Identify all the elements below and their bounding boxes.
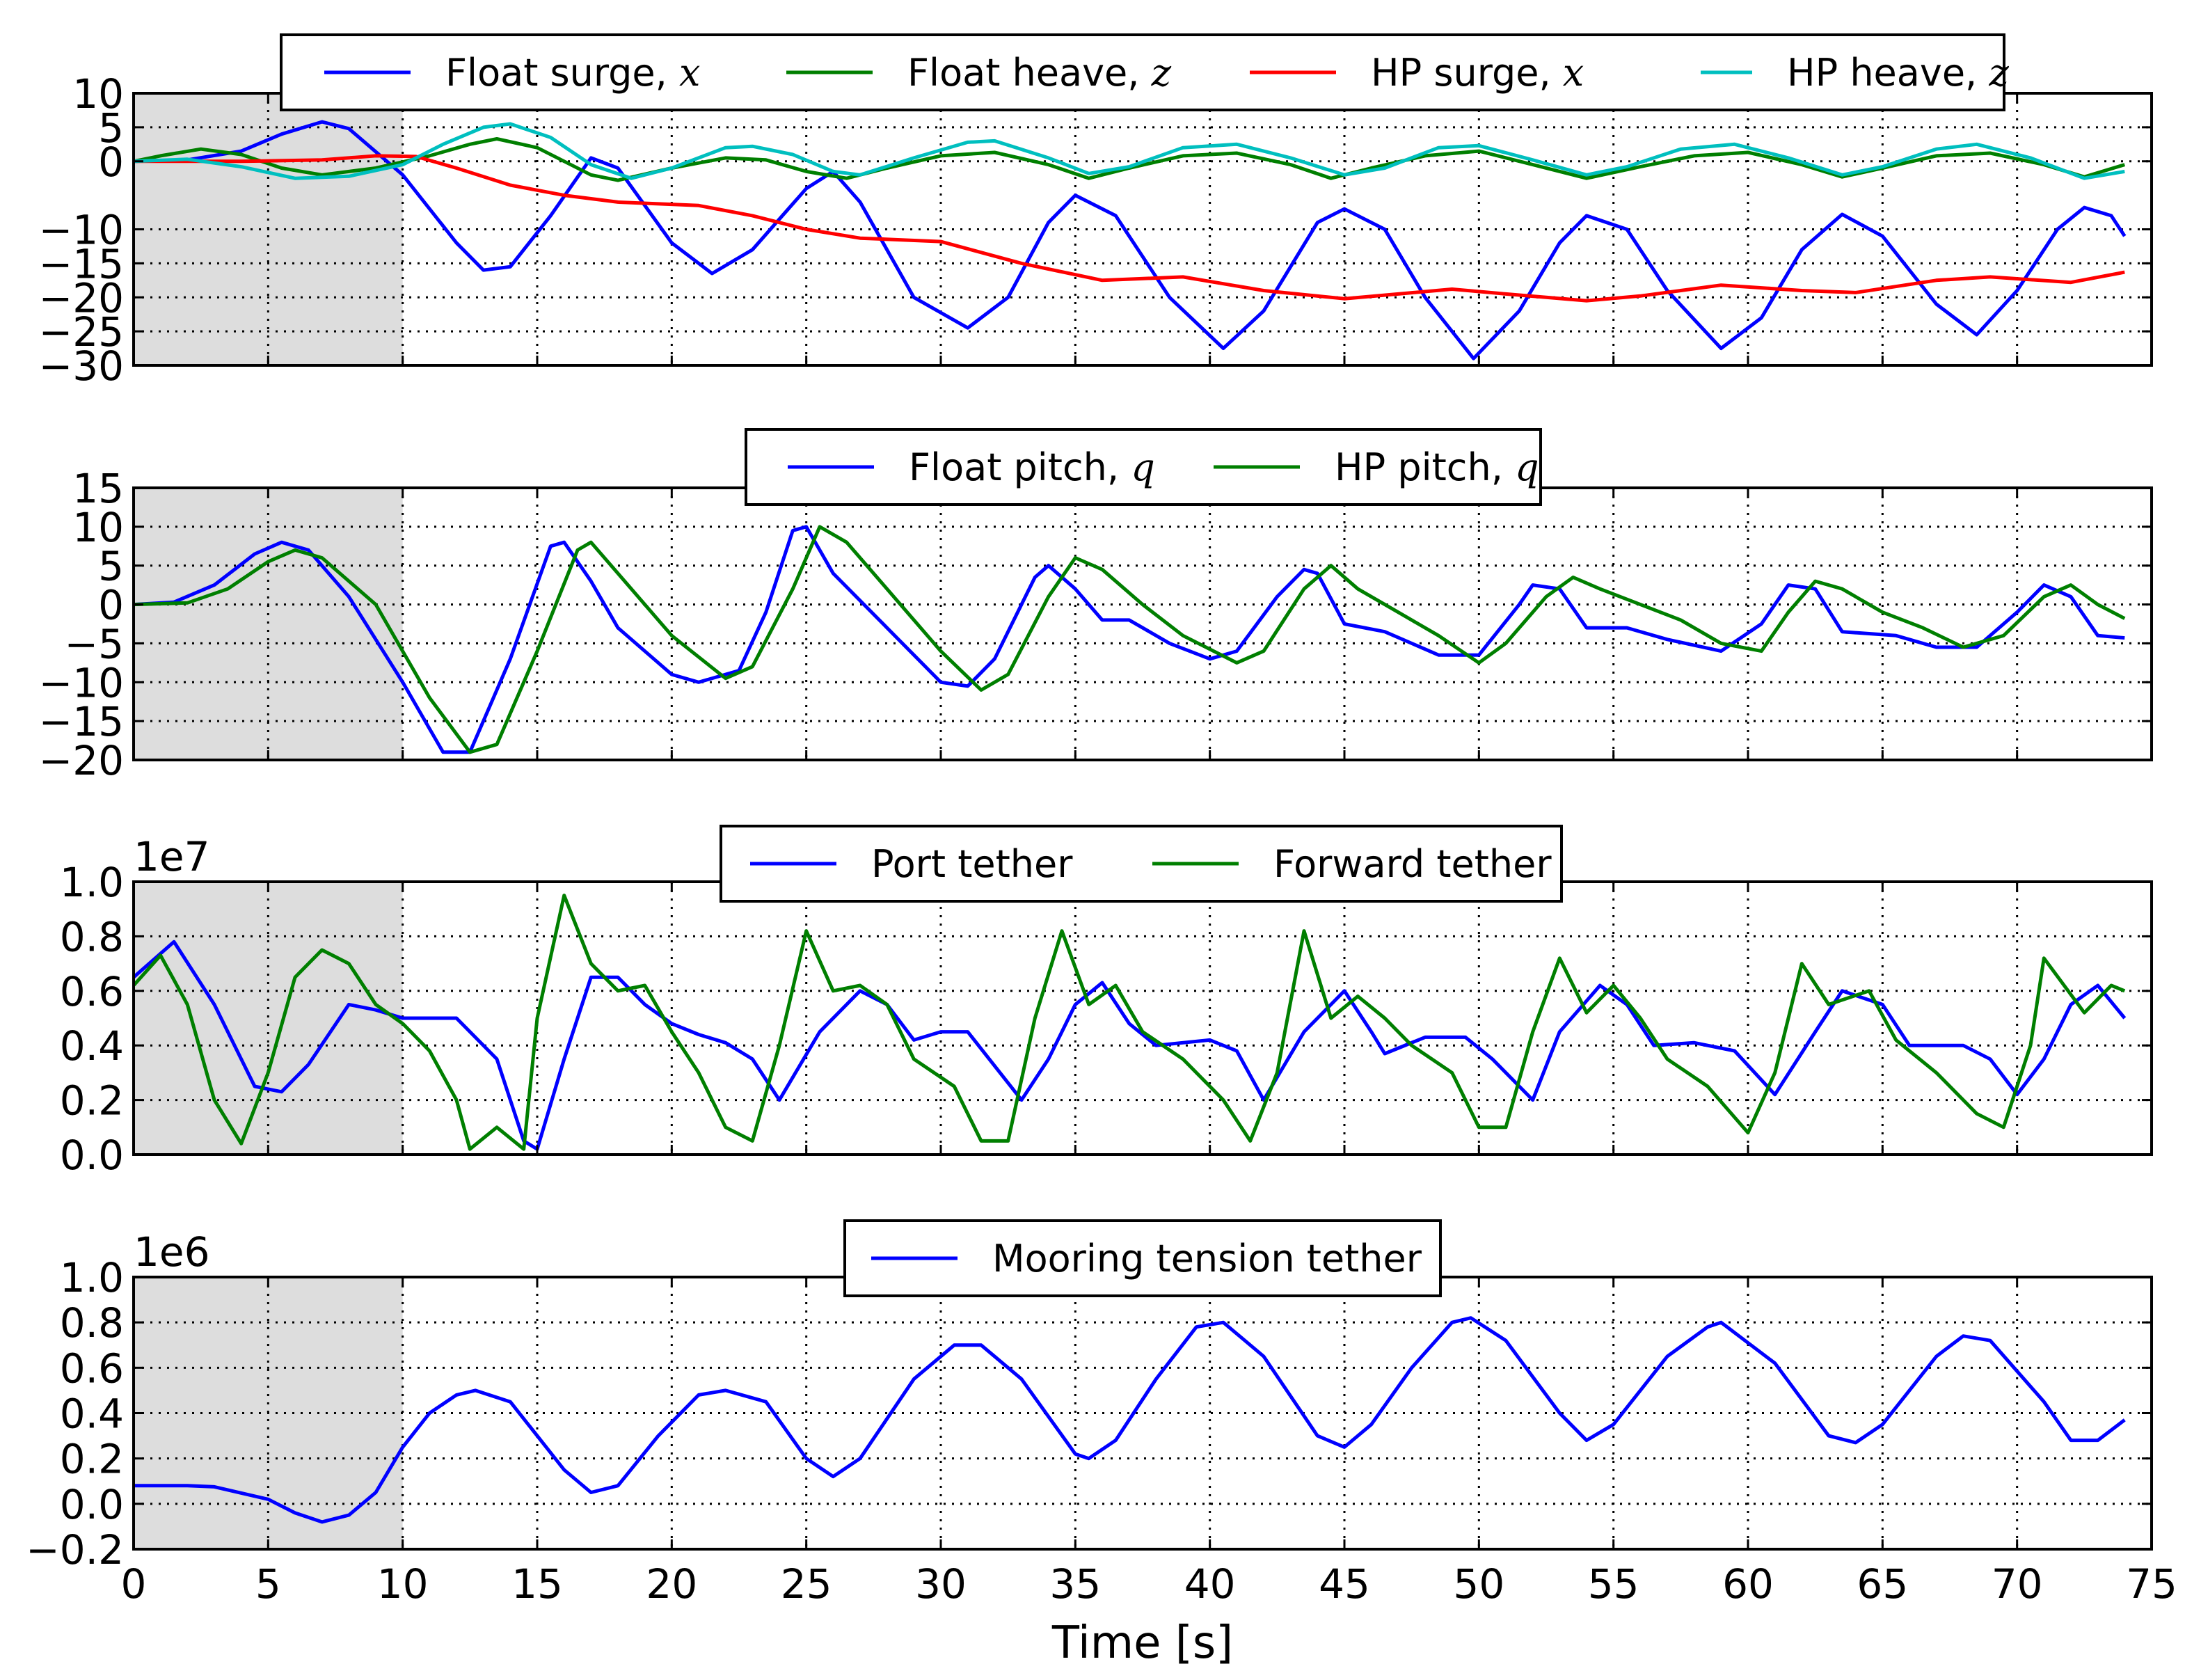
y-tick-label: 0.6 <box>60 1345 124 1392</box>
series-line-hp-heave-z <box>133 122 2125 180</box>
x-tick-label: 40 <box>1184 1560 1236 1608</box>
y-tick-label: −25 <box>39 308 124 356</box>
legend-label: Forward tether <box>1273 842 1552 886</box>
series-line-float-pitch-q <box>133 525 2125 754</box>
legend-symbol: x <box>1563 51 1584 95</box>
x-tick-label: 45 <box>1319 1560 1370 1608</box>
x-tick-label: 60 <box>1722 1560 1774 1608</box>
y-tick-label: −20 <box>39 737 124 784</box>
y-tick-label: −0.2 <box>26 1526 124 1574</box>
y-tick-label: 0.0 <box>60 1132 124 1179</box>
grid <box>134 882 2152 1155</box>
y-tick-label: 0.2 <box>60 1436 124 1483</box>
series-line-port-tether <box>132 940 2127 1151</box>
series-line-hp-surge-x <box>134 154 2125 303</box>
y-tick-label: 1.0 <box>60 859 124 906</box>
y-tick-label: 0.4 <box>60 1390 124 1438</box>
x-tick-label: 15 <box>511 1560 563 1608</box>
legend-label: Port tether <box>871 842 1073 886</box>
y-tick-label: −10 <box>39 207 124 254</box>
grid <box>134 1277 2152 1549</box>
y-tick-label: 0.4 <box>60 1022 124 1070</box>
legend-symbol: q <box>1131 445 1155 489</box>
legend-label: Float heave, z <box>907 51 1172 95</box>
x-tick-label: 35 <box>1049 1560 1101 1608</box>
offset-label: 1e6 <box>134 1228 210 1276</box>
legend-box <box>720 825 1563 903</box>
x-axis-label: Time [s] <box>1051 1617 1233 1669</box>
y-tick-label: 5 <box>98 104 124 152</box>
x-tick-label: 30 <box>915 1560 967 1608</box>
y-tick-label: −20 <box>39 274 124 322</box>
legend-symbol: z <box>1151 51 1172 95</box>
series-line-forward-tether <box>132 894 2126 1151</box>
series-line-float-heave-z <box>133 137 2126 182</box>
legend-label: HP pitch, q <box>1335 445 1539 489</box>
series-line-mooring-tension-tether <box>134 1316 2126 1524</box>
x-tick-label: 70 <box>1992 1560 2043 1608</box>
y-tick-label: 10 <box>72 504 124 551</box>
axes-frame <box>132 486 2153 761</box>
legend-label: Float surge, x <box>445 51 700 95</box>
x-tick-label: 50 <box>1453 1560 1504 1608</box>
legend-label: Float pitch, q <box>909 445 1155 489</box>
shaded-region <box>134 882 403 1155</box>
y-tick-label: 0.6 <box>60 968 124 1015</box>
x-tick-label: 5 <box>255 1560 281 1608</box>
x-tick-label: 10 <box>377 1560 429 1608</box>
y-tick-label: 0.8 <box>60 913 124 960</box>
legend: Mooring tension tether <box>843 1219 1442 1297</box>
y-tick-label: −15 <box>39 240 124 287</box>
x-tick-label: 0 <box>121 1560 147 1608</box>
legend-label: HP heave, z <box>1787 51 2009 95</box>
y-tick-label: 0 <box>98 138 124 186</box>
y-tick-label: 1.0 <box>60 1254 124 1301</box>
series-line-hp-pitch-q <box>133 525 2126 754</box>
legend-label: Mooring tension tether <box>992 1237 1422 1281</box>
y-tick-label: −30 <box>39 342 124 390</box>
panel-tethers: 1.0 0.8 0.6 0.4 0.2 0.0 1e7 Port tether Forward … <box>60 825 2153 1179</box>
y-tick-label: −10 <box>39 659 124 706</box>
legend: Port tether Forward tether <box>720 825 1563 903</box>
y-tick-label: −5 <box>65 620 125 667</box>
grid <box>134 488 2152 760</box>
legend-symbol: x <box>679 51 700 95</box>
y-tick-label: 0.8 <box>60 1299 124 1347</box>
y-tick-label: 10 <box>72 70 124 118</box>
legend-symbol: q <box>1515 445 1539 489</box>
legend-box <box>745 428 1542 506</box>
y-tick-label: 0 <box>98 582 124 629</box>
legend: Float surge, x Float heave, z HP surge, x H… <box>280 33 2009 111</box>
x-tick-label: 25 <box>781 1560 832 1608</box>
legend-label: HP surge, x <box>1371 51 1584 95</box>
y-tick-label: 0.0 <box>60 1481 124 1528</box>
x-tick-label: 20 <box>646 1560 697 1608</box>
x-tick-label: 75 <box>2126 1560 2177 1608</box>
shaded-region <box>134 488 403 760</box>
legend: Float pitch, q HP pitch, q <box>745 428 1542 506</box>
y-tick-label: 15 <box>72 465 124 512</box>
y-tick-label: −15 <box>39 698 124 745</box>
series-line-float-surge-x <box>133 120 2127 360</box>
x-tick-label: 55 <box>1588 1560 1639 1608</box>
y-tick-label: 5 <box>98 543 124 590</box>
y-tick-label: 0.2 <box>60 1077 124 1125</box>
grid <box>134 93 2152 365</box>
offset-label: 1e7 <box>134 833 210 880</box>
x-tick-label: 65 <box>1857 1560 1908 1608</box>
legend-symbol: z <box>1988 51 2009 95</box>
panel-mooring: 1.00.80.60.40.20.0−0.2 1e6 0 5 10 15 20 25 30 35 4… <box>26 1219 2177 1669</box>
